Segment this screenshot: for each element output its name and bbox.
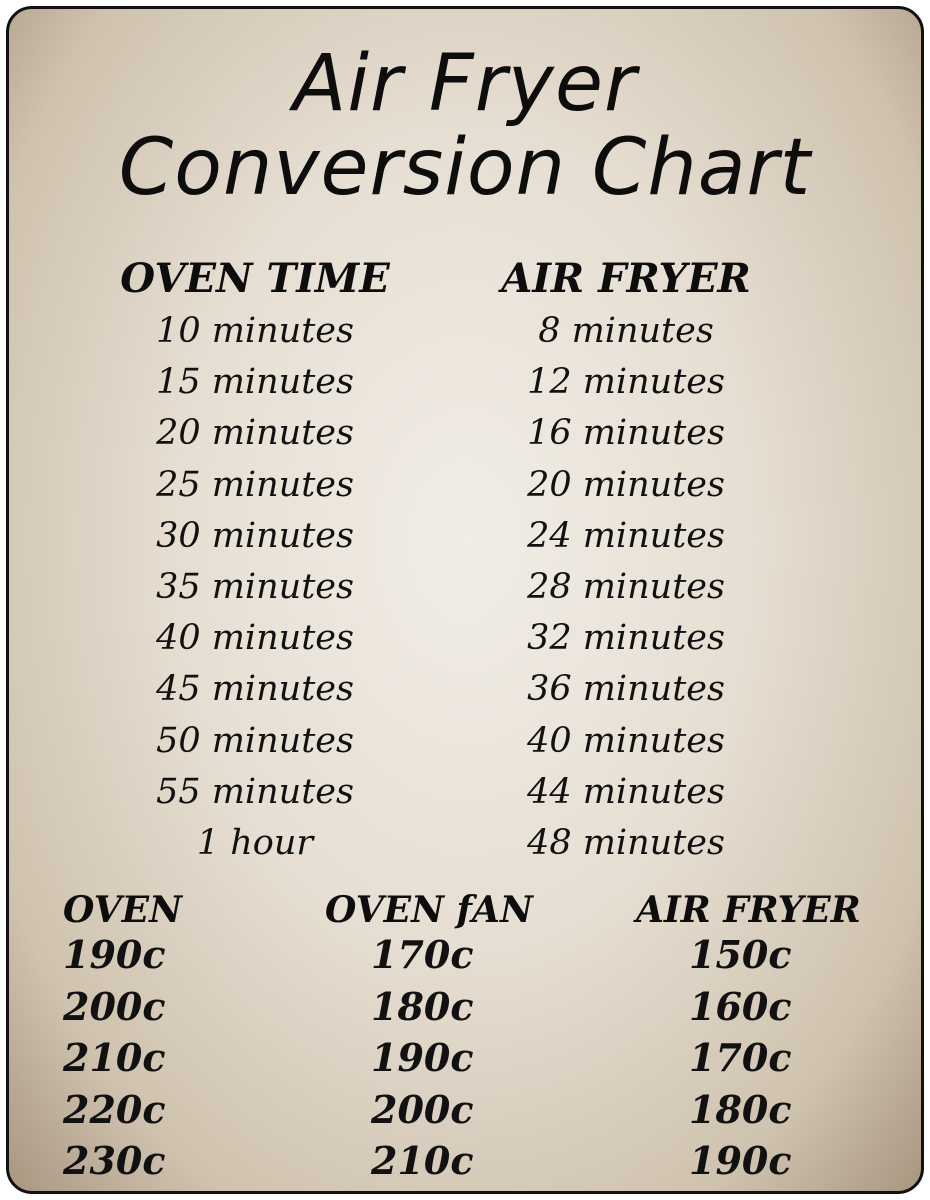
table-cell: 25 minutes — [156, 464, 354, 505]
table-cell: 40 minutes — [156, 618, 354, 659]
oven-temp-column: 190c 200c 210c 220c 230c — [63, 933, 165, 1191]
oven-time-column: 10 minutes 15 minutes 20 minutes 25 minutes… — [55, 309, 455, 872]
table-cell: 210c — [371, 1138, 474, 1183]
table-cell: 45 minutes — [156, 669, 354, 710]
table-cell: 150c — [689, 932, 792, 977]
air-fryer-time-column: 8 minutes 12 minutes 16 minutes 20 minutes 2… — [426, 309, 826, 872]
table-cell: 160c — [689, 983, 792, 1029]
oven-fan-temp-column: 170c 180c 190c 200c 210c — [371, 933, 473, 1191]
table-cell: 24 minutes — [527, 515, 725, 556]
table-cell: 35 minutes — [156, 566, 354, 607]
table-cell: 190c — [371, 1035, 474, 1080]
air-fryer-temp-header: AIR FRYER — [636, 889, 861, 931]
table-cell: 190c — [63, 932, 166, 977]
table-cell: 15 minutes — [156, 362, 354, 403]
table-cell: 190c — [689, 1138, 792, 1183]
table-cell: 10 minutes — [156, 311, 354, 351]
table-cell: 55 minutes — [156, 771, 354, 812]
table-cell: 210c — [63, 1035, 166, 1080]
table-cell: 50 minutes — [156, 720, 354, 761]
table-cell: 170c — [371, 932, 474, 977]
table-cell: 28 minutes — [527, 566, 725, 607]
table-cell: 16 minutes — [527, 413, 725, 454]
table-cell: 230c — [63, 1138, 166, 1183]
table-cell: 200c — [371, 1086, 474, 1132]
air-fryer-temp-column: 150c 160c 170c 180c 190c — [689, 933, 791, 1191]
table-cell: 12 minutes — [527, 362, 725, 403]
table-cell: 20 minutes — [527, 464, 725, 505]
air-fryer-time-header: AIR FRYER — [501, 255, 751, 302]
oven-fan-temp-header: OVEN fAN — [325, 889, 533, 931]
table-cell: 48 minutes — [527, 822, 725, 863]
table-cell: 44 minutes — [527, 771, 725, 812]
table-cell: 36 minutes — [527, 669, 725, 710]
oven-time-header: OVEN TIME — [120, 255, 390, 302]
table-cell: 40 minutes — [527, 720, 725, 761]
title-line-1: Air Fryer — [292, 39, 638, 129]
table-cell: 170c — [689, 1035, 792, 1080]
conversion-chart-card: Air Fryer Conversion Chart OVEN TIME AIR… — [6, 6, 924, 1194]
table-cell: 30 minutes — [156, 515, 354, 556]
table-cell: 180c — [371, 983, 474, 1029]
table-cell: 200c — [63, 983, 166, 1029]
title-line-2: Conversion Chart — [118, 123, 812, 213]
table-cell: 20 minutes — [156, 413, 354, 454]
table-cell: 180c — [689, 1086, 792, 1132]
table-cell: 32 minutes — [527, 618, 725, 659]
oven-temp-header: OVEN — [63, 889, 183, 931]
table-cell: 220c — [63, 1086, 166, 1132]
table-cell: 1 hour — [196, 822, 314, 863]
table-cell: 8 minutes — [538, 311, 714, 351]
